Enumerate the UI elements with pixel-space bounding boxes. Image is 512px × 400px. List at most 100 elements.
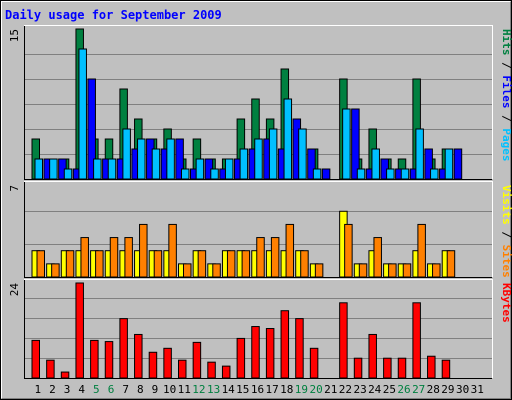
bar-pages-day-10 bbox=[166, 138, 175, 180]
bar-pages-day-17 bbox=[268, 128, 278, 180]
bar-sites-day-6 bbox=[109, 237, 119, 278]
bar-pages-day-8 bbox=[137, 138, 146, 180]
bar-files-day-10 bbox=[175, 138, 184, 180]
x-tick-label-27: 27 bbox=[412, 383, 425, 396]
x-tick-label-14: 14 bbox=[222, 383, 236, 396]
x-tick-label-20: 20 bbox=[309, 383, 322, 396]
bar-pages-day-1 bbox=[34, 158, 43, 180]
bar-pages-day-24 bbox=[371, 148, 380, 180]
x-tick-label-26: 26 bbox=[397, 383, 410, 396]
bar-kbytes-day-24 bbox=[368, 333, 377, 379]
bar-pages-day-7 bbox=[122, 128, 131, 180]
x-tick-label-5: 5 bbox=[93, 383, 100, 396]
legend-separator: / bbox=[500, 225, 512, 245]
bar-pages-day-27 bbox=[415, 128, 424, 180]
x-tick-label-10: 10 bbox=[163, 383, 176, 396]
legend-pages: Pages bbox=[500, 128, 512, 161]
bar-sites-day-29 bbox=[446, 250, 456, 278]
bar-kbytes-day-23 bbox=[353, 357, 363, 379]
bar-sites-day-17 bbox=[270, 237, 280, 278]
bar-kbytes-day-15 bbox=[236, 337, 246, 379]
chart-title: Daily usage for September 2009 bbox=[5, 8, 222, 22]
x-tick-label-22: 22 bbox=[339, 383, 352, 396]
bar-sites-day-25 bbox=[388, 263, 397, 278]
x-tick-label-12: 12 bbox=[192, 383, 205, 396]
bar-pages-day-25 bbox=[386, 168, 395, 180]
x-tick-label-18: 18 bbox=[280, 383, 293, 396]
bar-sites-day-26 bbox=[402, 263, 412, 278]
x-tick-label-31: 31 bbox=[471, 383, 484, 396]
bar-files-day-4 bbox=[87, 78, 96, 180]
bar-pages-day-9 bbox=[151, 148, 161, 180]
bar-kbytes-day-11 bbox=[178, 359, 187, 379]
bar-pages-day-18 bbox=[283, 98, 293, 180]
bar-kbytes-day-14 bbox=[221, 365, 231, 379]
x-tick-label-6: 6 bbox=[108, 383, 115, 396]
bar-kbytes-day-17 bbox=[265, 328, 275, 379]
bar-kbytes-day-9 bbox=[148, 351, 158, 379]
legend-files: Files bbox=[500, 75, 512, 108]
bar-sites-day-20 bbox=[314, 263, 324, 278]
y-tick-label: 24 bbox=[8, 283, 21, 297]
bar-kbytes-day-8 bbox=[134, 333, 143, 379]
bar-kbytes-day-12 bbox=[192, 341, 202, 379]
bar-pages-day-28 bbox=[430, 168, 439, 180]
y-tick-label: 7 bbox=[8, 185, 21, 192]
bar-pages-day-26 bbox=[400, 168, 410, 180]
bar-kbytes-day-27 bbox=[412, 302, 421, 379]
bar-kbytes-day-4 bbox=[75, 282, 84, 379]
panel-2: 7 Visits / Sites bbox=[8, 181, 512, 278]
bar-kbytes-day-10 bbox=[163, 347, 172, 379]
x-tick-label-2: 2 bbox=[49, 383, 56, 396]
bar-pages-day-20 bbox=[312, 168, 322, 180]
bar-kbytes-day-16 bbox=[251, 326, 260, 379]
bar-files-day-29 bbox=[453, 148, 463, 180]
bar-sites-day-7 bbox=[124, 237, 133, 278]
legend-separator: / bbox=[500, 109, 512, 129]
bar-pages-day-29 bbox=[444, 148, 454, 180]
bar-kbytes-day-5 bbox=[90, 339, 99, 379]
x-tick-label-19: 19 bbox=[295, 383, 308, 396]
bar-sites-day-12 bbox=[197, 250, 207, 278]
bar-kbytes-day-20 bbox=[309, 347, 319, 379]
bar-pages-day-16 bbox=[254, 138, 263, 180]
bar-kbytes-day-18 bbox=[280, 310, 290, 379]
bar-kbytes-day-3 bbox=[60, 371, 70, 379]
bar-files-day-20 bbox=[321, 168, 331, 180]
x-tick-label-25: 25 bbox=[383, 383, 396, 396]
bar-sites-day-16 bbox=[256, 237, 265, 278]
bar-sites-day-13 bbox=[212, 263, 221, 278]
x-tick-label-11: 11 bbox=[178, 383, 191, 396]
panel-legend: Hits / Files / Pages bbox=[500, 29, 512, 162]
bar-sites-day-2 bbox=[51, 263, 60, 278]
x-tick-label-24: 24 bbox=[368, 383, 382, 396]
y-tick-label: 15 bbox=[8, 29, 21, 42]
legend-separator: / bbox=[500, 56, 512, 76]
bar-pages-day-23 bbox=[356, 168, 366, 180]
bar-pages-day-5 bbox=[93, 158, 102, 180]
panel-legend: Visits / Sites bbox=[500, 185, 512, 278]
bar-kbytes-day-13 bbox=[207, 361, 216, 379]
bar-files-day-22 bbox=[351, 108, 360, 180]
bar-kbytes-day-19 bbox=[295, 318, 304, 379]
bar-pages-day-4 bbox=[78, 48, 87, 180]
bar-kbytes-day-2 bbox=[46, 359, 55, 379]
bar-sites-day-18 bbox=[285, 223, 295, 278]
bar-kbytes-day-28 bbox=[427, 355, 436, 379]
x-tick-label-1: 1 bbox=[34, 383, 41, 396]
panels: 15 Hits / Files / Pages 7 Visits / Sites 24 K… bbox=[8, 25, 512, 379]
legend-sites: Sites bbox=[500, 245, 512, 278]
legend-kbytes: KBytes bbox=[500, 283, 512, 323]
bar-sites-day-15 bbox=[241, 250, 251, 278]
bar-sites-day-23 bbox=[358, 263, 368, 278]
bar-pages-day-19 bbox=[298, 128, 307, 180]
x-tick-label-21: 21 bbox=[324, 383, 337, 396]
x-tick-label-17: 17 bbox=[265, 383, 278, 396]
x-tick-label-13: 13 bbox=[207, 383, 220, 396]
x-tick-label-23: 23 bbox=[353, 383, 366, 396]
bar-pages-day-3 bbox=[63, 168, 73, 180]
bar-pages-day-11 bbox=[181, 168, 190, 180]
bar-sites-day-3 bbox=[65, 250, 75, 278]
bar-sites-day-5 bbox=[95, 250, 104, 278]
